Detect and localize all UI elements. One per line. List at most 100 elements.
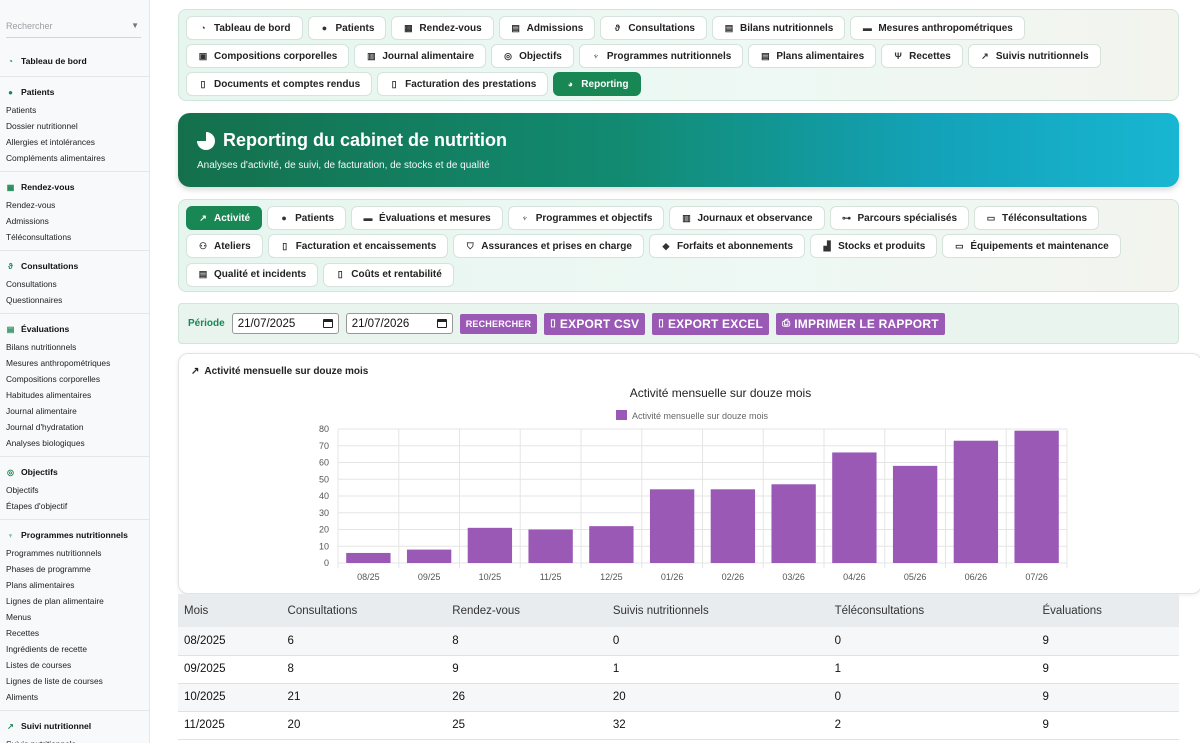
sidebar-item[interactable]: Phases de programme: [6, 564, 91, 574]
sidebar-item[interactable]: Aliments: [6, 692, 39, 702]
sidebar-group-title[interactable]: ♆ Programmes nutritionnels: [6, 530, 143, 540]
topnav-tab-13[interactable]: ↗ Suivis nutritionnels: [967, 44, 1101, 68]
export-excel-button[interactable]: ▯ EXPORT EXCEL: [652, 312, 770, 335]
topnav-tab-10[interactable]: ♆ Programmes nutritionnels: [578, 44, 744, 68]
sidebar-item[interactable]: Analyses biologiques: [6, 438, 85, 448]
report-tab-7[interactable]: ⚇ Ateliers: [186, 234, 263, 259]
sidebar-item[interactable]: Téléconsultations: [6, 232, 72, 242]
sidebar-item[interactable]: Compositions corporelles: [6, 374, 101, 384]
sidebar-item[interactable]: Lignes de liste de courses: [6, 676, 103, 686]
topnav-tab-4[interactable]: ϑ Consultations: [600, 16, 707, 40]
sidebar-group-title[interactable]: ◔ Tableau de bord: [6, 56, 143, 66]
sidebar-item[interactable]: Dossier nutritionnel: [6, 121, 78, 131]
report-tab-14[interactable]: ▯ Coûts et rentabilité: [323, 262, 454, 287]
x-tick-label: 04/26: [843, 572, 866, 582]
sidebar-item[interactable]: Bilans nutritionnels: [6, 342, 77, 352]
search-button[interactable]: RECHERCHER: [459, 313, 538, 334]
topnav-tab-14[interactable]: ▯ Documents et comptes rendus: [186, 72, 373, 96]
report-tab-6[interactable]: ▭ Téléconsultations: [974, 206, 1100, 230]
report-tab-1[interactable]: ● Patients: [267, 206, 347, 230]
sidebar-search-select[interactable]: Rechercher ▼: [6, 14, 141, 38]
chart-bar: [710, 489, 756, 563]
sidebar-group-title[interactable]: ▤ Évaluations: [6, 324, 143, 334]
book-icon: ▥: [367, 50, 376, 61]
topnav-tab-9[interactable]: ◎ Objectifs: [491, 44, 574, 68]
table-header-cell[interactable]: Rendez-vous: [452, 604, 521, 617]
report-tab-9[interactable]: ⛉ Assurances et prises en charge: [453, 234, 644, 259]
sidebar-item[interactable]: Allergies et intolérances: [6, 137, 95, 147]
sidebar-item[interactable]: Objectifs: [6, 485, 39, 495]
topnav-tab-label: Patients: [335, 22, 375, 34]
sidebar-item[interactable]: Listes de courses: [6, 660, 72, 670]
sidebar-item[interactable]: Patients: [6, 105, 37, 115]
topnav-tab-7[interactable]: ▣ Compositions corporelles: [186, 44, 350, 68]
sidebar-item[interactable]: Étapes d'objectif: [6, 501, 68, 511]
report-tab-2[interactable]: ▬ Évaluations et mesures: [351, 206, 503, 230]
export-csv-button[interactable]: ▯ EXPORT CSV: [544, 312, 646, 335]
print-report-button[interactable]: ⎙ IMPRIMER LE RAPPORT: [776, 312, 945, 335]
topnav-tab-15[interactable]: ▯ Facturation des prestations: [377, 72, 549, 96]
sidebar-item[interactable]: Recettes: [6, 628, 40, 638]
sidebar-item[interactable]: Consultations: [6, 279, 57, 289]
topnav-tab-label: Tableau de bord: [214, 22, 291, 34]
table-header-cell[interactable]: Évaluations: [1042, 604, 1102, 617]
sidebar-item[interactable]: Admissions: [6, 216, 49, 226]
date-from-input[interactable]: 21/07/2025: [231, 313, 339, 334]
table-header-cell[interactable]: Mois: [184, 604, 209, 617]
sidebar-item[interactable]: Questionnaires: [6, 295, 63, 305]
sidebar-item[interactable]: Plans alimentaires: [6, 580, 75, 590]
user-icon: ●: [321, 23, 328, 33]
calendar-icon[interactable]: [322, 319, 333, 328]
report-tab-10[interactable]: ◆ Forfaits et abonnements: [648, 234, 806, 259]
report-tab-0[interactable]: ↗ Activité: [186, 206, 263, 230]
sitemap-icon: ⊶: [842, 212, 852, 223]
date-to-input[interactable]: 21/07/2026: [345, 313, 453, 334]
topnav-tab-1[interactable]: ● Patients: [307, 16, 387, 40]
table-cell: 0: [834, 634, 841, 647]
sidebar-group-title[interactable]: ● Patients: [6, 87, 143, 97]
table-header-cell[interactable]: Consultations: [287, 604, 358, 617]
topnav-tab-6[interactable]: ▬ Mesures anthropométriques: [850, 16, 1025, 40]
topnav-tab-8[interactable]: ▥ Journal alimentaire: [354, 44, 487, 68]
topnav-tab-2[interactable]: ▦ Rendez-vous: [391, 16, 494, 40]
topnav-tab-3[interactable]: ▤ Admissions: [498, 16, 596, 40]
sidebar-item[interactable]: Programmes nutritionnels: [6, 548, 102, 558]
topnav-tab-12[interactable]: Ψ Recettes: [881, 44, 963, 68]
clipboard-icon: ▤: [6, 324, 15, 334]
x-tick-label: 12/25: [600, 572, 623, 582]
sidebar-item[interactable]: Journal d'hydratation: [6, 422, 84, 432]
report-tab-11[interactable]: ▟ Stocks et produits: [810, 234, 938, 259]
sidebar-item[interactable]: Habitudes alimentaires: [6, 390, 92, 400]
report-tab-4[interactable]: ▥ Journaux et observance: [669, 206, 825, 230]
topnav-tab-0[interactable]: ◔ Tableau de bord: [186, 16, 303, 40]
table-header-cell[interactable]: Téléconsultations: [834, 604, 925, 617]
sidebar-item[interactable]: Compléments alimentaires: [6, 153, 106, 163]
topnav-tab-16[interactable]: ◕ Reporting: [553, 72, 641, 96]
sidebar-item[interactable]: Journal alimentaire: [6, 406, 77, 416]
topnav-tab-11[interactable]: ▤ Plans alimentaires: [748, 44, 877, 68]
y-tick-label: 30: [319, 508, 329, 518]
sidebar-item[interactable]: Menus: [6, 612, 32, 622]
report-tab-label: Activité: [214, 212, 251, 224]
sidebar-item[interactable]: Suivis nutritionnels: [6, 736, 143, 743]
sidebar-group-title[interactable]: ▦ Rendez-vous: [6, 182, 143, 192]
sidebar-item[interactable]: Mesures anthropométriques: [6, 358, 111, 368]
report-tab-3[interactable]: ♆ Programmes et objectifs: [507, 206, 665, 230]
sidebar-group-title[interactable]: ↗ Suivi nutritionnel: [6, 721, 143, 731]
report-tab-5[interactable]: ⊶ Parcours spécialisés: [829, 206, 970, 230]
reporting-hero: Reporting du cabinet de nutrition Analys…: [178, 113, 1179, 187]
report-tab-8[interactable]: ▯ Facturation et encaissements: [267, 234, 449, 259]
report-tab-12[interactable]: ▭ Équipements et maintenance: [942, 234, 1121, 259]
sidebar-item[interactable]: Rendez-vous: [6, 200, 56, 210]
topnav-tab-5[interactable]: ▤ Bilans nutritionnels: [712, 16, 846, 40]
sidebar-item[interactable]: Lignes de plan alimentaire: [6, 596, 104, 606]
sidebar-item[interactable]: Ingrédients de recette: [6, 644, 88, 654]
topnav-tab-label: Facturation des prestations: [405, 78, 537, 90]
sidebar-group-title[interactable]: ϑ Consultations: [6, 261, 143, 271]
user-icon: ●: [281, 213, 287, 223]
table-header-cell[interactable]: Suivis nutritionnels: [612, 604, 709, 617]
report-tab-13[interactable]: ▤ Qualité et incidents: [186, 262, 319, 287]
table-cell: 10/2025: [184, 691, 226, 703]
sidebar-group-title[interactable]: ◎ Objectifs: [6, 467, 143, 477]
calendar-icon[interactable]: [436, 319, 447, 328]
